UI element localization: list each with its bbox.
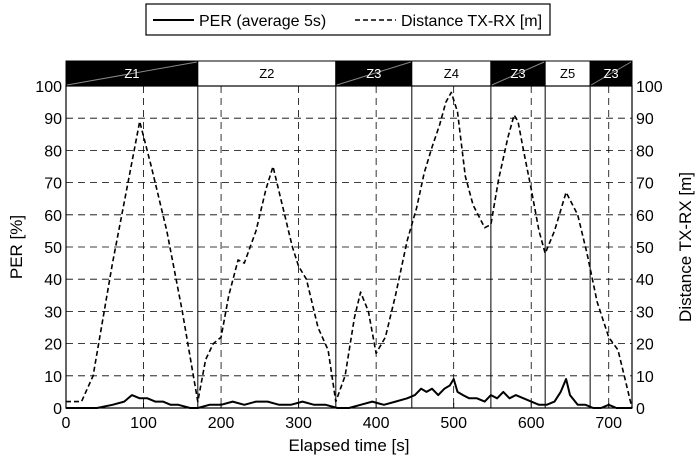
x-tick-label: 0	[62, 415, 71, 432]
y-tick-label-right: 70	[636, 176, 654, 193]
zone-box	[544, 60, 591, 87]
y-axis-title-right: Distance TX-RX [m]	[676, 172, 695, 322]
y-tick-label-right: 30	[636, 304, 654, 321]
y-tick-label-left: 40	[44, 272, 62, 289]
y-tick-label-left: 80	[44, 143, 62, 160]
y-tick-label-right: 40	[636, 272, 654, 289]
zone-label: Z5	[560, 66, 575, 81]
x-tick-label: 700	[595, 415, 622, 432]
y-tick-label-right: 50	[636, 240, 654, 257]
y-tick-label-right: 20	[636, 337, 654, 354]
plot-frame	[65, 85, 633, 409]
x-tick-label: 600	[518, 415, 545, 432]
series-line-per	[66, 378, 632, 409]
y-tick-label-right: 100	[636, 79, 663, 96]
zone-divider	[66, 61, 197, 86]
zone-divider	[491, 61, 545, 86]
zone-divider	[336, 61, 411, 86]
x-tick-label: 100	[130, 415, 157, 432]
series-line-distance	[66, 91, 633, 409]
x-axis-title: Elapsed time [s]	[289, 436, 410, 455]
y-tick-label-right: 0	[636, 401, 645, 418]
y-tick-label-left: 0	[53, 401, 62, 418]
y-tick-label-right: 90	[636, 111, 654, 128]
legend-label-per: PER (average 5s)	[199, 13, 326, 30]
zone-label: Z2	[259, 66, 274, 81]
y-tick-label-left: 20	[44, 337, 62, 354]
y-tick-label-right: 60	[636, 208, 654, 225]
zone-label: Z1	[124, 66, 139, 81]
zone-label: Z4	[444, 66, 459, 81]
zone-box	[411, 60, 492, 87]
series-layer	[66, 91, 633, 409]
y-tick-label-left: 10	[44, 369, 62, 386]
y-tick-label-right: 10	[636, 369, 654, 386]
x-tick-label: 300	[285, 415, 312, 432]
legend: PER (average 5s) Distance TX-RX [m]	[145, 3, 551, 36]
zone-divider	[590, 61, 632, 86]
legend-box	[145, 3, 551, 36]
x-tick-label: 200	[208, 415, 235, 432]
y-tick-label-left: 70	[44, 176, 62, 193]
zone-band: Z1 Z2 Z3 Z4 Z3 Z5 Z3	[65, 60, 633, 408]
y-tick-label-left: 50	[44, 240, 62, 257]
y-tick-label-left: 30	[44, 304, 62, 321]
legend-label-distance: Distance TX-RX [m]	[401, 13, 542, 30]
y-axis-title-left: PER [%]	[7, 215, 26, 279]
grid	[66, 86, 632, 408]
y-tick-label-left: 100	[35, 79, 62, 96]
zone-label: Z3	[510, 66, 525, 81]
zone-label: Z3	[603, 66, 618, 81]
x-tick-label: 500	[440, 415, 467, 432]
y-tick-label-left: 90	[44, 111, 62, 128]
y-tick-label-right: 80	[636, 143, 654, 160]
y-tick-label-left: 60	[44, 208, 62, 225]
x-tick-label: 400	[363, 415, 390, 432]
zone-label: Z3	[366, 66, 381, 81]
